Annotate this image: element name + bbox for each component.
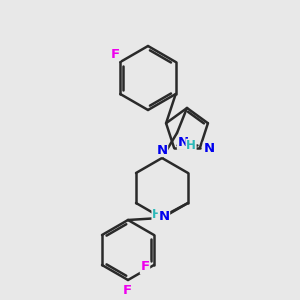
Text: N: N <box>158 209 169 223</box>
Text: F: F <box>111 47 120 61</box>
Text: N: N <box>203 142 214 155</box>
Text: F: F <box>140 260 149 274</box>
Text: F: F <box>122 284 132 296</box>
Text: H: H <box>186 139 196 152</box>
Text: N: N <box>178 136 189 149</box>
Text: N: N <box>156 143 168 157</box>
Text: H: H <box>152 208 162 220</box>
